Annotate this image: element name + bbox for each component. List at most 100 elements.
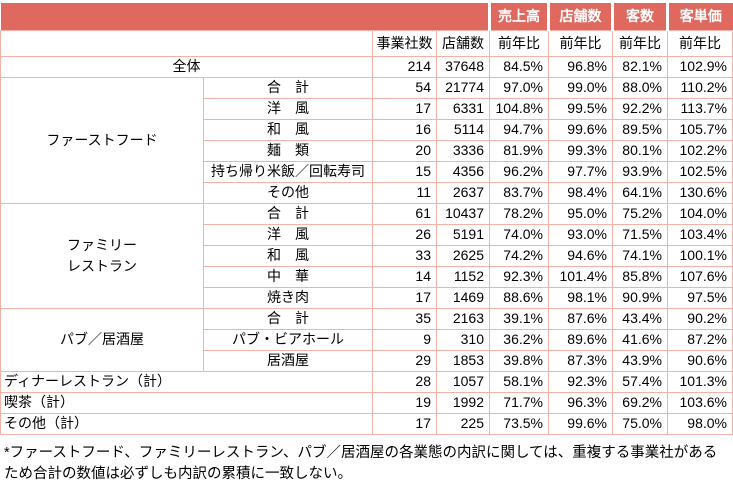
row-label: 合 計 — [203, 76, 373, 99]
value-cell: 101.4% — [548, 265, 613, 288]
group-label: ファーストフード — [0, 76, 204, 204]
value-cell: 110.2% — [667, 76, 733, 99]
sub-header-spacer — [0, 29, 373, 57]
value-cell: 4356 — [436, 160, 490, 183]
row-label: 居酒屋 — [203, 349, 373, 372]
value-cell: 75.0% — [612, 412, 668, 435]
row-label: 麺 類 — [203, 139, 373, 162]
sub-header-yoy-unit-price: 前年比 — [667, 29, 733, 57]
value-cell: 95.0% — [548, 202, 613, 225]
value-cell: 90.6% — [667, 349, 733, 372]
value-cell: 101.3% — [667, 370, 733, 393]
value-cell: 11 — [372, 181, 437, 204]
value-cell: 87.3% — [548, 349, 613, 372]
table-row: その他 11 2637 83.7% 98.4% 64.1% 130.6% — [1, 181, 733, 204]
table-row: ファミリー レストラン合 計 61 10437 78.2% 95.0% 75.2% 104.… — [0, 202, 733, 309]
table-row: 焼き肉 17 1469 88.6% 98.1% 90.9% 97.5% — [1, 286, 733, 309]
value-cell: 102.9% — [667, 55, 733, 78]
value-cell: 5114 — [436, 118, 490, 141]
value-cell: 43.9% — [612, 349, 668, 372]
value-cell: 102.5% — [667, 160, 733, 183]
row-label: 喫茶（計） — [0, 391, 373, 414]
value-cell: 88.0% — [612, 76, 668, 99]
value-cell: 9 — [372, 328, 437, 351]
table-header: 売上高 店舗数 客数 客単価 事業社数 店舗数 前年比 前年比 前年比 前年比 — [0, 3, 733, 57]
header-row-top: 売上高 店舗数 客数 客単価 — [0, 3, 733, 30]
value-cell: 103.6% — [667, 391, 733, 414]
value-cell: 43.4% — [612, 307, 668, 330]
row-label: 全体 — [0, 55, 373, 78]
value-cell: 39.8% — [489, 349, 549, 372]
value-cell: 97.0% — [489, 76, 549, 99]
value-cell: 81.9% — [489, 139, 549, 162]
value-cell: 36.2% — [489, 328, 549, 351]
value-cell: 71.7% — [489, 391, 549, 414]
value-cell: 6331 — [436, 97, 490, 120]
value-cell: 83.7% — [489, 181, 549, 204]
value-cell: 90.2% — [667, 307, 733, 330]
value-cell: 93.0% — [548, 223, 613, 246]
row-label: 合 計 — [203, 307, 373, 330]
value-cell: 35 — [372, 307, 437, 330]
value-cell: 99.0% — [548, 76, 613, 99]
value-cell: 71.5% — [612, 223, 668, 246]
value-cell: 99.3% — [548, 139, 613, 162]
value-cell: 225 — [436, 412, 490, 435]
value-cell: 98.1% — [548, 286, 613, 309]
value-cell: 19 — [372, 391, 437, 414]
col-header-sales: 売上高 — [488, 3, 549, 30]
value-cell: 103.4% — [667, 223, 733, 246]
value-cell: 1992 — [436, 391, 490, 414]
value-cell: 74.2% — [489, 244, 549, 267]
value-cell: 80.1% — [612, 139, 668, 162]
footnote: *ファーストフード、ファミリーレストラン、パブ／居酒屋の各業態の内訳に関しては、… — [4, 444, 718, 482]
value-cell: 99.6% — [548, 118, 613, 141]
value-cell: 33 — [372, 244, 437, 267]
value-cell: 89.6% — [548, 328, 613, 351]
restaurant-stats-table: 売上高 店舗数 客数 客単価 事業社数 店舗数 前年比 前年比 前年比 前年比 … — [0, 3, 733, 435]
value-cell: 69.2% — [612, 391, 668, 414]
row-label: 和 風 — [203, 244, 373, 267]
value-cell: 92.3% — [548, 370, 613, 393]
red-header-spacer — [0, 3, 490, 30]
value-cell: 58.1% — [489, 370, 549, 393]
group-label: ファミリー レストラン — [0, 202, 204, 309]
value-cell: 64.1% — [612, 181, 668, 204]
sub-header-yoy-customers: 前年比 — [612, 29, 668, 57]
value-cell: 73.5% — [489, 412, 549, 435]
table-row: 洋 風 26 5191 74.0% 93.0% 71.5% 103.4% — [1, 223, 733, 246]
value-cell: 102.2% — [667, 139, 733, 162]
value-cell: 87.2% — [667, 328, 733, 351]
value-cell: 1469 — [436, 286, 490, 309]
value-cell: 39.1% — [489, 307, 549, 330]
value-cell: 10437 — [436, 202, 490, 225]
table-row: 居酒屋 29 1853 39.8% 87.3% 43.9% 90.6% — [1, 349, 733, 372]
row-label: 合 計 — [203, 202, 373, 225]
table-row: パブ・ビアホール 9 310 36.2% 89.6% 41.6% 87.2% — [1, 328, 733, 351]
value-cell: 17 — [372, 97, 437, 120]
col-header-stores: 店舗数 — [547, 3, 613, 30]
value-cell: 99.5% — [548, 97, 613, 120]
sub-header-stores: 店舗数 — [436, 29, 490, 57]
row-label: パブ・ビアホール — [203, 328, 373, 351]
value-cell: 100.1% — [667, 244, 733, 267]
row-label: ディナーレストラン（計） — [0, 370, 373, 393]
value-cell: 92.2% — [612, 97, 668, 120]
value-cell: 21774 — [436, 76, 490, 99]
col-header-unit-price: 客単価 — [666, 3, 733, 30]
value-cell: 74.0% — [489, 223, 549, 246]
value-cell: 26 — [372, 223, 437, 246]
value-cell: 17 — [372, 286, 437, 309]
table-row: 和 風 33 2625 74.2% 94.6% 74.1% 100.1% — [1, 244, 733, 267]
value-cell: 82.1% — [612, 55, 668, 78]
table-row: パブ／居酒屋合 計 35 2163 39.1% 87.6% 43.4% 90.2% — [0, 307, 733, 372]
value-cell: 78.2% — [489, 202, 549, 225]
value-cell: 85.8% — [612, 265, 668, 288]
value-cell: 29 — [372, 349, 437, 372]
value-cell: 310 — [436, 328, 490, 351]
value-cell: 1152 — [436, 265, 490, 288]
value-cell: 28 — [372, 370, 437, 393]
value-cell: 15 — [372, 160, 437, 183]
table-row: その他（計） 17 225 73.5% 99.6% 75.0% 98.0% — [0, 412, 733, 435]
value-cell: 104.8% — [489, 97, 549, 120]
